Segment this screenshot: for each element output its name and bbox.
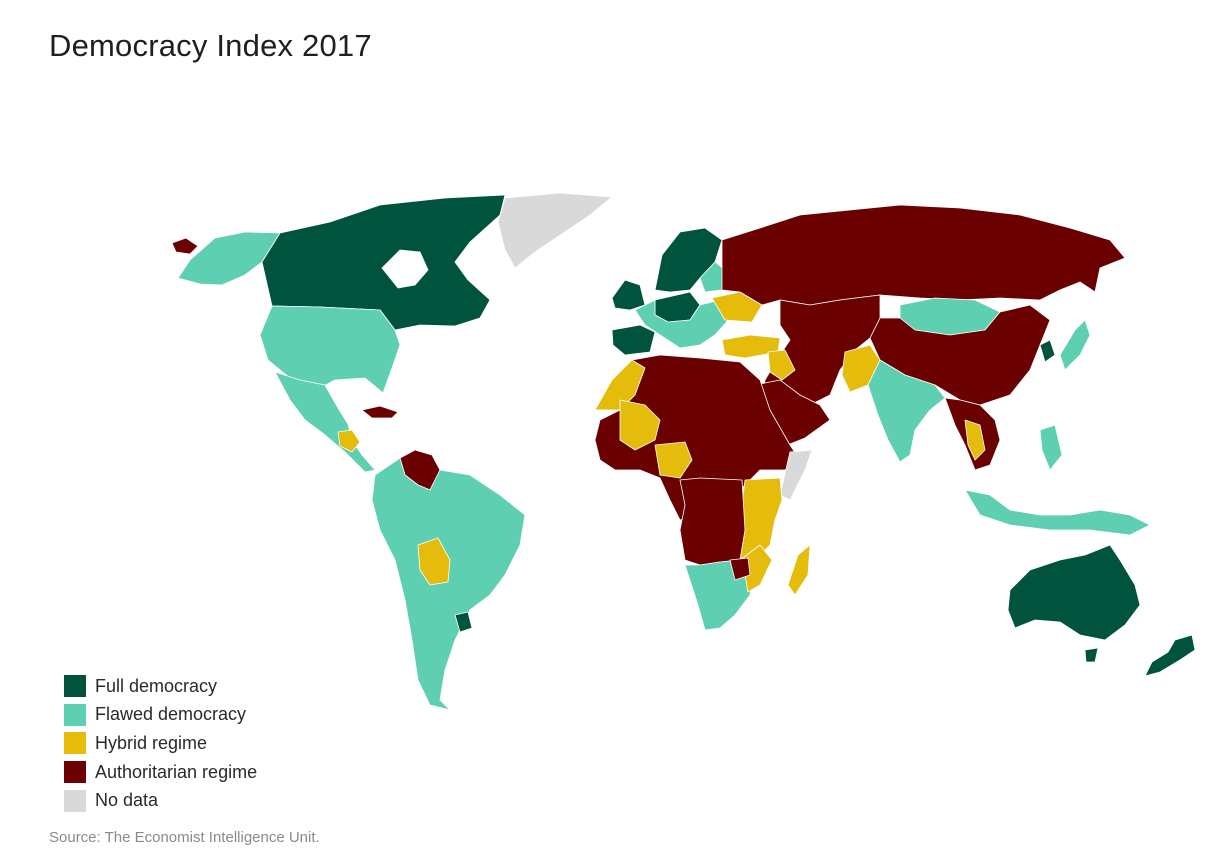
region-madagascar — [787, 544, 811, 596]
region-japan — [1059, 319, 1091, 371]
legend-swatch — [64, 732, 86, 755]
region-india — [867, 359, 946, 463]
region-central-america-hybrid — [337, 429, 361, 453]
region-mexico — [274, 371, 376, 473]
region-thailand — [964, 419, 986, 461]
region-horn — [779, 449, 813, 501]
region-cuba — [361, 405, 399, 419]
region-iberia — [611, 324, 656, 356]
legend-swatch — [64, 761, 86, 784]
legend-swatch — [64, 703, 86, 726]
legend-label: Flawed democracy — [95, 704, 247, 725]
region-united-states — [259, 305, 401, 394]
legend-item-authoritarian-regime: Authoritarian regime — [64, 758, 257, 787]
legend-swatch — [64, 789, 86, 812]
legend-label: No data — [95, 790, 159, 811]
region-bolivia — [417, 537, 451, 586]
region-australia — [1007, 544, 1141, 641]
region-hudson-bay — [381, 249, 429, 289]
map-legend: Full democracy Flawed democracy Hybrid r… — [64, 672, 257, 815]
region-russia — [721, 204, 1126, 306]
region-west-africa-hybrid — [619, 399, 661, 451]
region-ukraine — [711, 291, 763, 323]
region-nigeria — [654, 441, 693, 479]
source-note: Source: The Economist Intelligence Unit. — [49, 829, 320, 846]
legend-label: Full democracy — [95, 675, 218, 696]
region-scandinavia — [654, 227, 723, 293]
legend-item-flawed-democracy: Flawed democracy — [64, 701, 257, 730]
region-greenland — [497, 192, 613, 269]
region-south-america — [371, 457, 526, 711]
region-zimbabwe — [729, 557, 751, 581]
region-alaska — [177, 231, 281, 286]
region-uk-ireland — [611, 279, 646, 311]
legend-label: Hybrid regime — [95, 732, 208, 753]
map-title: Democracy Index 2017 — [49, 28, 372, 63]
legend-label: Authoritarian regime — [95, 761, 258, 782]
legend-swatch — [64, 675, 86, 698]
legend-item-no-data: No data — [64, 786, 257, 815]
region-south-korea — [1039, 339, 1056, 363]
region-indonesia — [964, 489, 1151, 536]
region-uruguay — [454, 611, 473, 633]
region-philippines — [1039, 424, 1063, 471]
region-tasmania — [1084, 647, 1099, 663]
legend-item-hybrid-regime: Hybrid regime — [64, 729, 257, 758]
region-new-zealand — [1144, 634, 1196, 677]
region-alaska-tip — [171, 237, 199, 255]
region-central-africa — [679, 477, 746, 566]
legend-item-full-democracy: Full democracy — [64, 672, 257, 701]
region-iraq — [767, 349, 796, 381]
